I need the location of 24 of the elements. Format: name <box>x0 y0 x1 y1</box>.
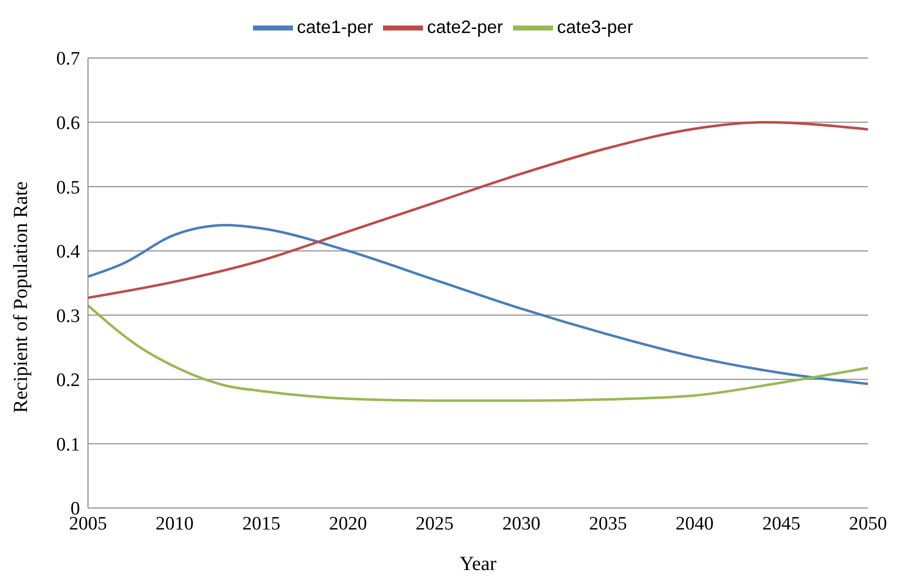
y-tick-label: 0.5 <box>56 177 80 198</box>
y-tick-label: 0.3 <box>56 306 80 327</box>
x-tick-label: 2030 <box>502 513 540 534</box>
x-tick-label: 2025 <box>416 513 454 534</box>
x-tick-label: 2020 <box>329 513 367 534</box>
legend-label: cate3-per <box>557 16 634 37</box>
x-tick-label: 2010 <box>156 513 194 534</box>
legend-label: cate2-per <box>426 16 504 37</box>
x-tick-label: 2015 <box>242 513 280 534</box>
line-series <box>88 224 868 386</box>
line-series <box>88 121 868 300</box>
legend-label: cate1-per <box>296 16 373 37</box>
y-tick-label: 0.6 <box>56 113 80 134</box>
y-tick-label: 0.7 <box>56 48 80 70</box>
y-axis-title: Recipient of Population Rate <box>10 181 32 413</box>
y-tick-label: 0.2 <box>56 370 80 392</box>
line-series <box>88 304 868 402</box>
y-tick-label: 0.1 <box>56 434 80 456</box>
x-tick-label: 2045 <box>762 513 800 534</box>
y-tick-label: 0.4 <box>56 242 80 263</box>
x-tick-label: 2040 <box>676 513 714 534</box>
x-axis-title: Year <box>460 553 497 575</box>
x-tick-label: 2050 <box>849 513 887 534</box>
x-tick-label: 2035 <box>589 513 627 534</box>
